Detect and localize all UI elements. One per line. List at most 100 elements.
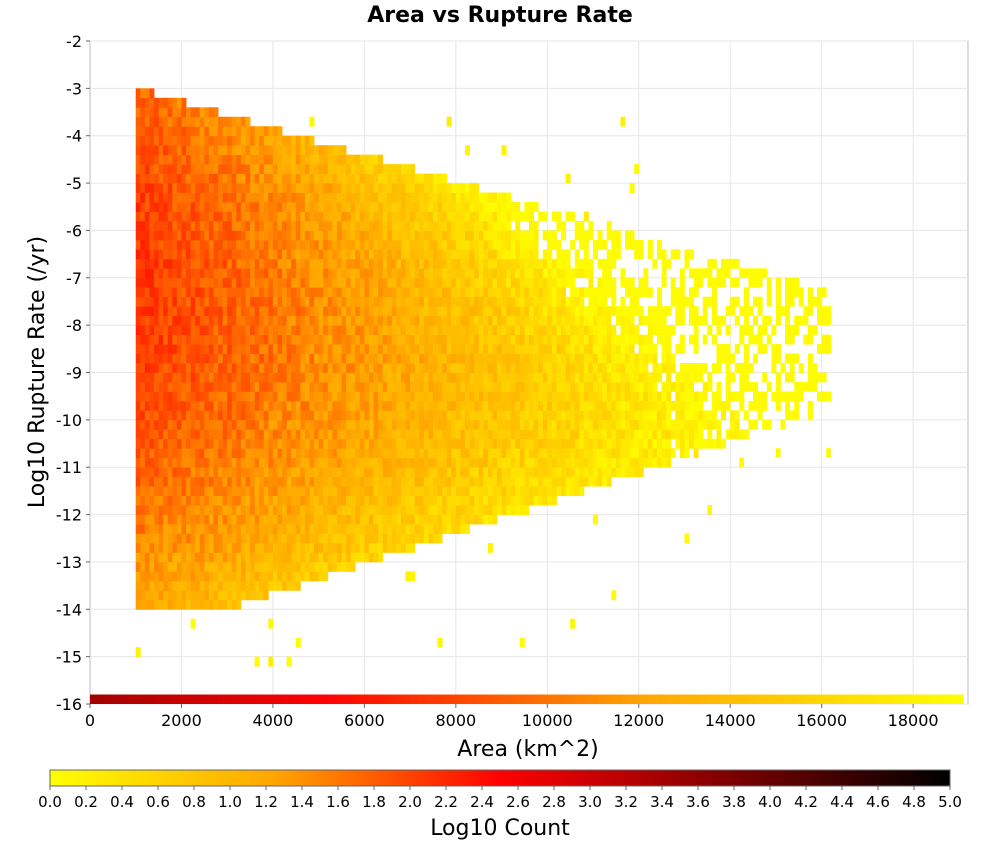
heatmap-cell [606,467,612,478]
heatmap-cell [204,599,210,610]
heatmap-cell [460,192,466,203]
heatmap-cell [451,353,457,364]
heatmap-cell [286,363,292,373]
heatmap-cell [341,258,347,269]
heatmap-cell [231,495,237,506]
heatmap-cell [190,514,196,525]
heatmap-cell [615,315,621,326]
heatmap-cell [437,410,443,421]
heatmap-cell [643,457,649,468]
heatmap-cell [309,561,315,572]
heatmap-cell [785,410,791,421]
heatmap-cell [355,533,361,544]
heatmap-cell [368,154,374,165]
heatmap-cell [629,183,635,193]
heatmap-cell [204,306,210,317]
heatmap-cell [304,258,310,269]
heatmap-cell [739,391,745,402]
heatmap-cell [432,220,438,231]
heatmap-cell [716,391,722,402]
heatmap-cell [387,353,393,364]
heatmap-cell [327,230,333,241]
heatmap-cell [327,457,333,468]
heatmap-cell [496,400,502,411]
heatmap-cell [309,524,315,534]
heatmap-cell [272,410,278,421]
heatmap-cell [181,325,187,336]
heatmap-cell [355,277,361,288]
heatmap-cell [423,277,429,288]
heatmap-cell [524,410,530,421]
heatmap-cell [218,580,224,591]
heatmap-cell [478,306,484,317]
heatmap-cell [606,363,612,373]
heatmap-cell [469,400,475,411]
heatmap-cell [474,476,480,487]
heatmap-cell [524,372,530,383]
heatmap-cell [634,287,640,298]
heatmap-cell [259,505,265,515]
heatmap-cell [469,438,475,449]
heatmap-cell [730,353,736,364]
heatmap-cell [364,164,370,174]
heatmap-cell [154,353,159,364]
heatmap-cell [501,486,507,497]
heatmap-cell [611,590,617,601]
heatmap-cell [355,467,361,478]
heatmap-cell [231,448,237,459]
heatmap-cell [268,268,274,279]
heatmap-cell [195,211,201,222]
heatmap-cell [410,220,416,231]
heatmap-cell [263,495,269,506]
heatmap-cell [268,277,274,288]
heatmap-cell [501,334,507,345]
heatmap-cell [474,372,480,383]
heatmap-cell [561,363,566,373]
heatmap-cell [611,334,617,345]
heatmap-cell [679,306,685,317]
heatmap-cell [400,363,406,373]
heatmap-cell [629,381,635,392]
heatmap-cell [190,164,196,174]
heatmap-cell [666,372,672,383]
heatmap-cell [163,268,169,279]
heatmap-cell [309,258,315,269]
heatmap-cell [501,410,507,421]
heatmap-cell [167,344,173,354]
heatmap-cell [323,268,329,279]
heatmap-cell [172,107,178,118]
heatmap-cell [757,400,763,411]
heatmap-cell [327,183,333,193]
heatmap-cell [167,372,173,383]
heatmap-cell [327,552,333,563]
heatmap-cell [240,211,246,222]
heatmap-cell [474,344,480,354]
heatmap-cell [295,495,301,506]
heatmap-cell [172,116,178,127]
heatmap-cell [236,419,242,430]
heatmap-cell [771,325,777,336]
heatmap-cell [373,239,379,250]
heatmap-cell [186,533,192,544]
heatmap-cell [496,372,502,383]
heatmap-cell [286,514,292,525]
heatmap-cell [661,325,667,336]
heatmap-cell [634,372,640,383]
heatmap-cell [190,467,196,478]
heatmap-cell [510,381,516,392]
heatmap-cell [739,363,745,373]
heatmap-cell [309,429,315,440]
heatmap-cell [748,419,754,430]
heatmap-cell [154,239,159,250]
heatmap-cell [250,277,256,288]
heatmap-cell [318,429,324,440]
heatmap-cell [167,571,173,582]
heatmap-cell [135,239,141,250]
heatmap-cell [291,419,297,430]
heatmap-cell [300,202,306,212]
heatmap-cell [483,363,489,373]
heatmap-cell [711,334,717,345]
heatmap-cell [272,183,278,193]
heatmap-cell [272,495,278,506]
heatmap-cell [469,202,475,212]
